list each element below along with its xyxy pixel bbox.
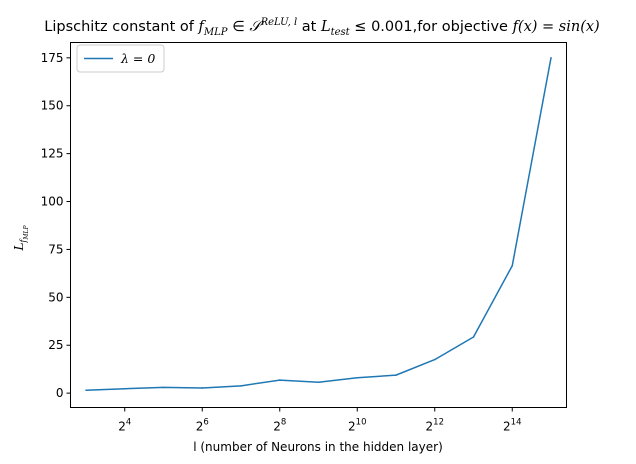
- y-tick-label-125: 125: [41, 147, 64, 161]
- x-tick-base: 2: [273, 420, 281, 434]
- title-L-sub: test: [331, 27, 351, 38]
- y-label-sub: f: [19, 238, 28, 244]
- plot-area: [70, 42, 567, 408]
- series-line-0: [85, 57, 552, 392]
- data-point-32768: [550, 57, 552, 59]
- data-point-8192: [472, 336, 475, 338]
- y-tick-label-0: 0: [56, 386, 64, 400]
- x-tick-label-6: 26: [196, 418, 209, 434]
- x-axis-label: l (number of Neurons in the hidden layer…: [193, 440, 443, 454]
- title-objective: f(x) = sin(x): [512, 19, 600, 35]
- x-tick-exponent: 12: [433, 418, 444, 428]
- data-point-64: [201, 387, 204, 389]
- x-tick-base: 2: [348, 420, 356, 434]
- x-tick-label-8: 28: [273, 418, 286, 434]
- y-axis-label: LfMLP: [12, 224, 30, 251]
- x-tick-label-10: 210: [348, 418, 366, 434]
- data-point-16384: [511, 264, 514, 267]
- data-point-128: [240, 385, 242, 387]
- x-tick-exponent: 8: [281, 418, 286, 428]
- data-point-512: [317, 381, 320, 384]
- y-axis: 0 25 50 75 100 125 150 175: [41, 51, 71, 400]
- legend-label: λ = 0: [120, 51, 155, 66]
- title-S-sup: ReLU, l: [260, 17, 298, 28]
- data-point-8: [85, 389, 87, 392]
- chart-title: Lipschitz constant of fMLP ∈ 𝒮ReLU, l at…: [44, 17, 599, 38]
- title-f: f: [197, 19, 206, 35]
- x-tick-base: 2: [196, 420, 204, 434]
- title-pre: Lipschitz constant of: [44, 19, 198, 35]
- title-L: L: [320, 19, 331, 35]
- x-tick-base: 2: [118, 420, 126, 434]
- x-tick-exponent: 14: [511, 418, 522, 428]
- x-tick-exponent: 6: [203, 418, 208, 428]
- data-point-256: [278, 379, 281, 381]
- data-point-1024: [356, 377, 359, 379]
- x-axis: 24 26 28 210 212 214: [118, 407, 521, 434]
- title-f-sub: MLP: [203, 27, 228, 38]
- series-layer: [85, 57, 552, 392]
- data-point-4096: [433, 358, 436, 361]
- x-tick-exponent: 4: [126, 418, 131, 428]
- x-tick-label-12: 212: [426, 418, 444, 434]
- title-le: ≤ 0.001,for objective: [350, 19, 513, 35]
- y-tick-label-175: 175: [41, 51, 64, 65]
- y-tick-label-75: 75: [48, 242, 63, 256]
- title-at: at: [297, 19, 321, 35]
- x-tick-base: 2: [503, 420, 511, 434]
- x-tick-label-4: 24: [118, 418, 131, 434]
- y-label-subsub: MLP: [23, 224, 30, 240]
- legend: λ = 0: [76, 44, 165, 73]
- x-tick-label-14: 214: [503, 418, 521, 434]
- y-label-L: L: [12, 243, 26, 252]
- data-point-16: [123, 387, 126, 390]
- y-tick-label-25: 25: [48, 338, 63, 352]
- data-point-32: [162, 386, 165, 389]
- data-point-2048: [395, 374, 397, 376]
- x-tick-exponent: 10: [356, 418, 367, 428]
- legend-box: [76, 44, 165, 73]
- title-in: ∈: [227, 19, 249, 35]
- y-tick-label-100: 100: [41, 195, 64, 209]
- y-tick-label-50: 50: [48, 290, 63, 304]
- x-tick-base: 2: [426, 420, 434, 434]
- y-tick-label-150: 150: [41, 99, 64, 113]
